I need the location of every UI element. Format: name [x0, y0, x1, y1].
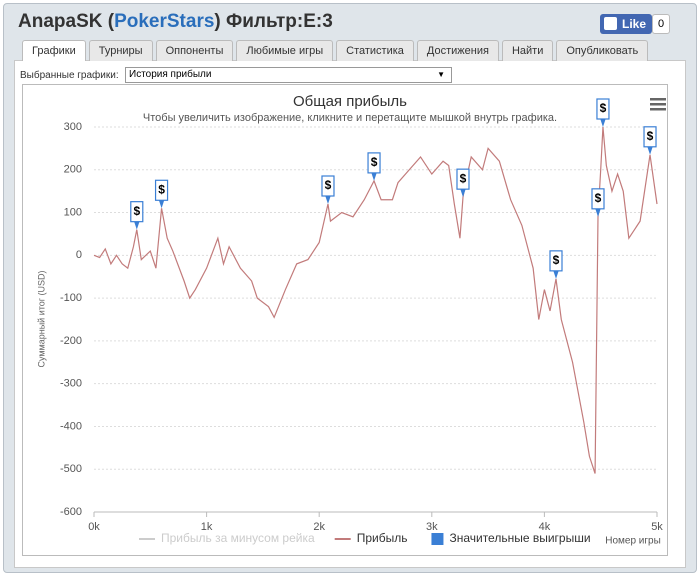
menu-icon[interactable] [650, 98, 666, 111]
legend-item[interactable]: Прибыль за минусом рейка [139, 531, 315, 545]
chart-title: Общая прибыль [293, 93, 407, 110]
menu-bar [650, 98, 666, 101]
marker-pointer [552, 269, 559, 279]
marker-symbol: $ [371, 155, 378, 169]
y-axis-label: Суммарный итог (USD) [36, 270, 46, 367]
legend-item[interactable]: Значительные выигрыши [431, 531, 591, 545]
filter-select[interactable]: История прибыли [125, 67, 452, 83]
marker [549, 250, 563, 272]
marker-pointer [133, 220, 140, 230]
x-tick-label: 2k [313, 521, 325, 533]
marker-symbol: $ [595, 191, 602, 205]
marker-pointer [324, 195, 331, 204]
win-marker: $ [154, 179, 169, 209]
y-tick-label: 100 [64, 206, 82, 218]
marker [321, 175, 335, 197]
tab[interactable]: Оппоненты [155, 40, 234, 61]
menu-bar [650, 103, 666, 106]
legend-swatch [431, 533, 444, 545]
x-tick-label: 4k [539, 521, 551, 533]
like-count: 0 [652, 14, 671, 34]
profit-line [93, 126, 658, 474]
x-axis-label: Номер игры [605, 536, 661, 547]
marker [643, 126, 657, 148]
tab[interactable]: Турниры [88, 40, 153, 61]
marker-symbol: $ [647, 129, 654, 143]
legend-label: Значительные выигрыши [449, 531, 590, 545]
marker-symbol: $ [133, 204, 140, 218]
y-tick-label: -400 [60, 420, 82, 432]
filter-label: Выбранные графики: [20, 70, 119, 81]
marker-symbol: $ [600, 101, 607, 115]
tab[interactable]: Графики [22, 40, 86, 61]
win-marker: $ [643, 126, 657, 155]
tab[interactable]: Статистика [336, 40, 414, 61]
y-tick-label: -200 [60, 335, 82, 347]
x-tick-label: 0k [88, 521, 100, 533]
y-tick-label: -100 [60, 292, 82, 304]
legend-label: Прибыль [357, 531, 408, 545]
y-tick-label: -500 [60, 463, 82, 475]
marker [591, 188, 605, 210]
marker [596, 98, 610, 120]
legend-item[interactable]: Прибыль [334, 531, 408, 545]
marker-symbol: $ [158, 182, 165, 196]
chart-subtitle: Чтобы увеличить изображение, кликните и … [143, 112, 557, 124]
win-marker: $ [591, 188, 605, 217]
menu-bar [650, 108, 666, 111]
tab-bar: Графики Турниры Оппоненты Любимые игры С… [22, 40, 649, 61]
marker [456, 168, 470, 190]
win-marker: $ [130, 201, 144, 230]
marker [130, 201, 144, 223]
site: PokerStars [114, 11, 215, 32]
y-tick-label: 200 [64, 164, 82, 176]
page-title: AnapaSK (PokerStars) Фильтр:E:3 [18, 11, 333, 33]
marker-pointer [594, 207, 601, 217]
y-tick-label: 300 [64, 121, 82, 133]
filter-name: ) Фильтр:E:3 [214, 11, 333, 32]
legend-label: Прибыль за минусом рейка [161, 531, 315, 545]
y-tick-label: -300 [60, 378, 82, 390]
win-marker: $ [367, 152, 381, 181]
x-tick-label: 5k [651, 521, 663, 533]
x-tick-label: 3k [426, 521, 438, 533]
x-tick-label: 1k [201, 521, 213, 533]
tab[interactable]: Любимые игры [236, 40, 334, 61]
marker-symbol: $ [553, 253, 560, 267]
chart-bg [23, 85, 667, 555]
marker-pointer [158, 199, 165, 209]
win-marker: $ [596, 98, 610, 127]
chart: Общая прибыль Чтобы увеличить изображени… [22, 84, 668, 556]
marker-pointer [599, 118, 606, 127]
marker-pointer [371, 171, 378, 181]
win-marker: $ [321, 175, 335, 204]
win-marker: $ [456, 168, 470, 198]
marker [154, 179, 169, 201]
tab[interactable]: Найти [501, 40, 554, 61]
marker-pointer [459, 188, 466, 198]
y-tick-label: 0 [76, 249, 82, 261]
player: AnapaSK ( [18, 11, 115, 32]
tab[interactable]: Опубликовать [556, 40, 649, 61]
tab[interactable]: Достижения [416, 40, 499, 61]
like-button[interactable]: Like [600, 14, 653, 34]
win-marker: $ [549, 250, 563, 279]
y-tick-label: -600 [60, 506, 82, 518]
marker [367, 152, 381, 174]
marker-pointer [647, 145, 654, 155]
marker-symbol: $ [460, 171, 467, 185]
marker-symbol: $ [325, 178, 332, 192]
